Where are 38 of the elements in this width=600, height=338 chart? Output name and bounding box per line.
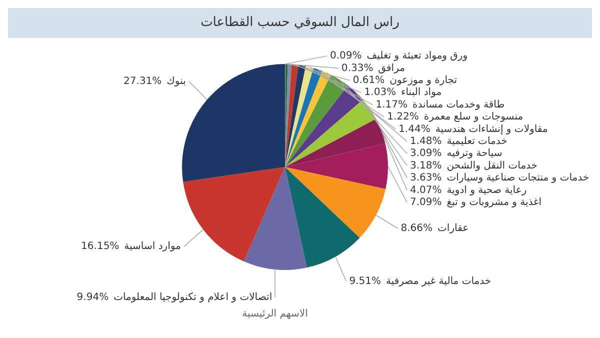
- slice-label: رعاية صحية و ادوية: [446, 184, 527, 196]
- data-label: 27.31%: [124, 76, 162, 87]
- data-label: 9.94%: [76, 292, 109, 303]
- slice-label: خدمات النقل والشحن: [446, 160, 538, 172]
- slice-label: اغذية و مشروبات و تبغ: [446, 196, 542, 208]
- data-label: 1.03%: [364, 87, 396, 98]
- data-label: 3.09%: [410, 148, 442, 160]
- slice-label: خدمات تعليمية: [446, 136, 508, 147]
- data-label: 16.15%: [81, 241, 120, 252]
- slice-label: تجارة و موزعون: [390, 74, 458, 86]
- data-label: 0.09%: [330, 50, 362, 62]
- data-label: 1.44%: [398, 124, 430, 135]
- data-label: 8.66%: [400, 222, 433, 234]
- slice-label: منسوجات و سلع معمرة: [424, 112, 524, 123]
- data-label: 0.61%: [352, 74, 385, 86]
- slice-label: موارد اساسية: [124, 241, 181, 252]
- slice-label: سياحة وترفيه: [446, 148, 502, 160]
- data-label: 0.33%: [341, 62, 374, 74]
- data-label: 4.07%: [410, 184, 442, 196]
- data-label: 1.48%: [410, 136, 442, 147]
- chart-title: راس المال السوقي حسب القطاعات: [8, 8, 592, 38]
- data-label: 3.18%: [410, 160, 442, 172]
- slice-label: خدمات مالية غير مصرفية: [386, 276, 492, 287]
- slice-label: بنوك: [166, 76, 186, 87]
- data-label: 9.51%: [349, 276, 382, 287]
- slice-label: مقاولات و إنشاءات هندسية: [435, 124, 548, 135]
- slice-label: ورق ومواد تعبئة و تغليف: [366, 50, 468, 62]
- slice-label: اتصالات و اعلام و تكنولوجيا المعلومات: [114, 292, 272, 303]
- data-label: 1.17%: [376, 99, 408, 110]
- data-label: 7.09%: [410, 196, 442, 208]
- slice-label: مرافق: [378, 62, 405, 74]
- slice-label: خدمات و منتجات صناعية وسيارات: [446, 172, 590, 184]
- slice-label: عقارات: [438, 222, 469, 234]
- slice-label: طاقة وخدمات مساندة: [412, 99, 505, 110]
- text: الاسهم الرئيسية: [242, 308, 308, 320]
- slice-label: مواد البناء: [401, 87, 442, 98]
- data-label: 3.63%: [410, 172, 442, 184]
- data-label: 1.22%: [387, 112, 419, 123]
